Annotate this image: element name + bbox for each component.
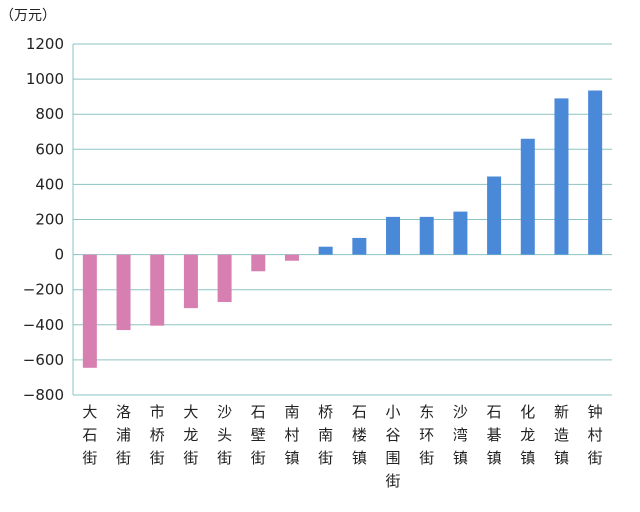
bar-石楼镇 [352, 237, 367, 255]
bar-钟村街 [588, 90, 603, 255]
y-tick-label: −800 [23, 386, 64, 404]
y-axis-unit-label: （万元） [0, 8, 56, 24]
x-category-label: 石碁镇 [487, 403, 502, 467]
bar-沙头街 [217, 254, 232, 302]
x-category-label: 化龙镇 [520, 403, 535, 467]
bar-沙湾镇 [453, 211, 468, 255]
x-category-label: 石壁街 [251, 403, 266, 467]
y-tick-label: 0 [54, 246, 64, 264]
x-category-label: 石楼镇 [352, 403, 367, 467]
bar-桥南街 [318, 246, 333, 255]
x-category-label: 沙头街 [217, 403, 232, 467]
x-category-label: 桥南街 [318, 403, 333, 467]
bars [82, 90, 603, 368]
x-category-label: 南村镇 [284, 403, 299, 467]
x-category-label: 洛浦街 [116, 403, 131, 467]
y-tick-label: 200 [35, 211, 64, 229]
y-tick-label: −200 [23, 281, 64, 299]
x-category-label: 钟村街 [588, 403, 603, 467]
y-tick-label: −400 [23, 316, 64, 334]
x-category-label: 小谷围街 [386, 403, 401, 490]
bar-市桥街 [150, 254, 165, 326]
bar-小谷围街 [386, 216, 401, 255]
bar-石壁街 [251, 254, 266, 272]
y-tick-label: 1000 [26, 70, 64, 88]
bar-新造镇 [554, 98, 569, 255]
bar-石碁镇 [487, 176, 502, 255]
bar-洛浦街 [116, 254, 131, 331]
x-axis-category-labels: 大石街 洛浦街 市桥街 大龙街 沙头街 石壁街 南村镇 桥南街 石楼镇 小谷围街 东环街 沙湾镇 石碁镇… [82, 403, 602, 490]
x-category-label: 市桥街 [150, 403, 165, 467]
bar-大龙街 [183, 254, 198, 309]
bar-南村镇 [284, 254, 299, 261]
grid-lines [72, 43, 612, 396]
bar-化龙镇 [520, 138, 535, 255]
x-category-label: 新造镇 [554, 403, 569, 467]
x-category-label: 大龙街 [183, 403, 198, 467]
x-category-label: 东环街 [419, 403, 434, 467]
y-axis-ticks: 1200 1000 800 600 400 200 0 −200 −400 −600 −800 [23, 35, 64, 404]
y-tick-label: 1200 [26, 35, 64, 53]
y-tick-label: 400 [35, 175, 64, 193]
y-tick-label: 800 [35, 105, 64, 123]
y-tick-label: −600 [23, 351, 64, 369]
y-tick-label: 600 [35, 140, 64, 158]
bar-东环街 [419, 216, 434, 255]
bar-大石街 [82, 254, 97, 368]
x-category-label: 大石街 [82, 403, 97, 467]
x-category-label: 沙湾镇 [453, 403, 468, 467]
